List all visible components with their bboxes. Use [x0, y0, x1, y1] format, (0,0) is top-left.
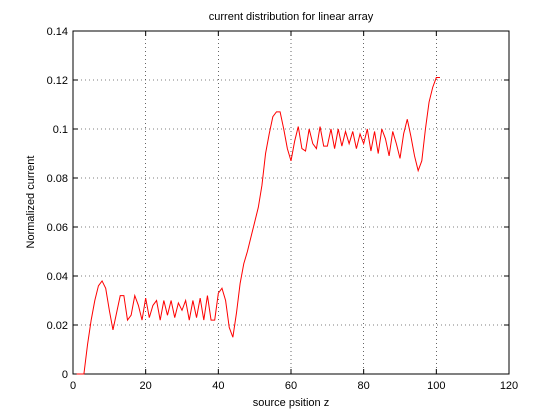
x-tick-label: 40	[212, 380, 224, 392]
y-tick-label: 0.08	[47, 173, 68, 185]
y-tick-label: 0.14	[47, 26, 68, 38]
y-tick-label: 0.02	[47, 320, 68, 332]
y-tick-label: 0.1	[53, 124, 68, 136]
line	[76, 77, 440, 375]
x-axis-label: source psition z	[253, 397, 329, 409]
x-tick-label: 0	[70, 380, 76, 392]
x-tick-label: 100	[427, 380, 445, 392]
y-tick-label: 0.12	[47, 75, 68, 87]
y-tick-label: 0	[62, 369, 68, 381]
axes-box	[72, 30, 510, 375]
chart-title: current distribution for linear array	[209, 11, 374, 23]
plot-area	[73, 31, 509, 374]
x-tick-label: 80	[358, 380, 370, 392]
y-axis-label: Normalized current	[25, 156, 37, 249]
y-tick-label: 0.04	[47, 271, 68, 283]
x-tick-label: 120	[500, 380, 518, 392]
x-tick-label: 60	[285, 380, 297, 392]
y-tick-label: 0.06	[47, 222, 68, 234]
x-tick-label: 20	[140, 380, 152, 392]
